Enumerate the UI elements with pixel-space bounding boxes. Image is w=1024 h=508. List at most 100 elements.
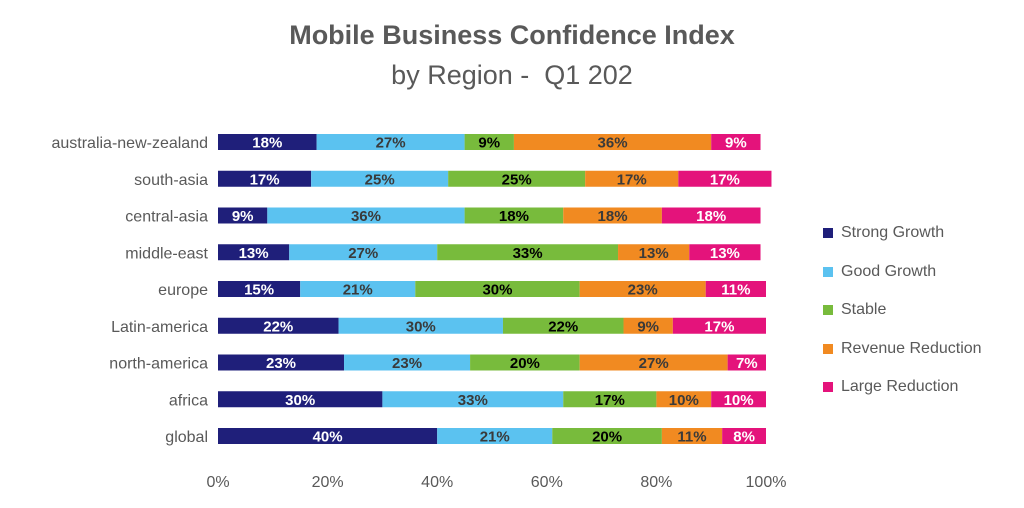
bar-segment xyxy=(579,354,728,371)
bar-segment xyxy=(563,391,657,408)
legend-item: Revenue Reduction xyxy=(823,330,982,369)
bar-segment xyxy=(218,134,317,150)
data-label: 25% xyxy=(365,171,395,188)
bar-segment xyxy=(470,354,580,371)
data-label: 22% xyxy=(548,318,578,335)
bar-segment xyxy=(705,281,766,297)
data-label: 20% xyxy=(510,355,540,372)
category-label: australia-new-zealand xyxy=(51,135,208,152)
chart-title: Mobile Business Confidence Index xyxy=(289,20,735,50)
legend-label: Strong Growth xyxy=(841,224,945,242)
data-label: 18% xyxy=(598,208,628,225)
data-label: 30% xyxy=(406,318,436,335)
bar-segment xyxy=(678,170,772,187)
data-label: 23% xyxy=(266,355,296,372)
bar-segment xyxy=(563,207,662,224)
data-label: 27% xyxy=(348,245,378,262)
bar-segment xyxy=(316,134,465,150)
data-label: 17% xyxy=(595,392,625,409)
category-label: africa xyxy=(169,392,208,409)
data-label: 21% xyxy=(343,282,373,299)
bar-segment xyxy=(448,170,586,187)
x-tick-label: 60% xyxy=(531,474,563,491)
data-label: 21% xyxy=(480,429,510,446)
bar-segment xyxy=(218,428,438,444)
data-label: 17% xyxy=(250,171,280,188)
bar-segment xyxy=(311,170,449,187)
bar-segment xyxy=(218,207,268,224)
bar-segment xyxy=(338,317,503,334)
category-label: south-asia xyxy=(134,172,208,189)
bar-segment xyxy=(711,134,761,150)
bar-segment xyxy=(300,281,416,297)
data-label: 25% xyxy=(502,171,532,188)
data-label: 36% xyxy=(598,135,628,152)
data-label: 22% xyxy=(263,318,293,335)
bar-segment xyxy=(382,391,564,408)
bar-segment xyxy=(552,428,662,444)
data-label: 11% xyxy=(677,429,706,446)
data-label: 11% xyxy=(721,282,750,299)
data-label: 17% xyxy=(710,171,740,188)
legend-swatch xyxy=(823,343,833,354)
chart-legend: Strong Growth Good Growth Stable Revenue Re… xyxy=(823,214,982,407)
data-label: 13% xyxy=(710,245,740,262)
legend-label: Good Growth xyxy=(841,262,937,280)
legend-swatch xyxy=(823,228,833,239)
bar-segment xyxy=(727,354,766,371)
category-label: europe xyxy=(158,282,208,299)
data-label: 10% xyxy=(669,392,699,409)
data-label: 13% xyxy=(239,245,269,262)
data-label: 18% xyxy=(499,208,529,225)
bar-segment xyxy=(218,391,383,408)
chart-subtitle: by Region - Q1 202 xyxy=(391,60,633,90)
data-label: 36% xyxy=(351,208,381,225)
data-label: 9% xyxy=(637,318,659,335)
data-label: 27% xyxy=(376,135,406,152)
bar-segment xyxy=(661,428,723,444)
data-label: 27% xyxy=(639,355,669,372)
bar-segment xyxy=(585,170,679,187)
bar-segment xyxy=(415,281,580,297)
x-tick-label: 40% xyxy=(421,474,453,491)
bar-segment xyxy=(464,134,514,150)
bar-segment xyxy=(618,244,690,261)
data-label: 30% xyxy=(482,282,512,299)
legend-swatch xyxy=(823,305,833,316)
legend-item: Stable xyxy=(823,291,982,330)
bar-segment xyxy=(464,207,564,224)
data-label: 33% xyxy=(458,392,488,409)
x-tick-label: 100% xyxy=(746,474,787,491)
legend-item: Strong Growth xyxy=(823,214,982,253)
data-label: 9% xyxy=(478,135,500,152)
bar-segment xyxy=(661,207,761,224)
data-label: 30% xyxy=(285,392,315,409)
bar-segment xyxy=(711,391,766,408)
data-label: 9% xyxy=(232,208,254,225)
data-label: 18% xyxy=(252,135,282,152)
x-tick-label: 20% xyxy=(312,474,344,491)
legend-item: Large Reduction xyxy=(823,368,982,407)
bar-segment xyxy=(656,391,712,408)
legend-item: Good Growth xyxy=(823,253,982,292)
bar-segment xyxy=(672,317,766,334)
bar-segment xyxy=(437,244,619,261)
data-label: 17% xyxy=(617,171,647,188)
bar-segment xyxy=(218,244,290,261)
data-label: 17% xyxy=(704,318,734,335)
legend-swatch xyxy=(823,382,833,393)
bar-segment xyxy=(344,354,471,371)
bar-segment xyxy=(289,244,438,261)
legend-label: Large Reduction xyxy=(841,378,959,396)
bar-segment xyxy=(502,317,624,334)
bar-segment xyxy=(218,281,301,297)
category-label: central-asia xyxy=(125,209,208,226)
category-label: middle-east xyxy=(125,245,208,262)
data-label: 40% xyxy=(313,429,343,446)
data-label: 20% xyxy=(592,429,622,446)
data-label: 18% xyxy=(696,208,726,225)
data-label: 8% xyxy=(733,429,755,446)
legend-label: Revenue Reduction xyxy=(841,339,982,357)
x-tick-label: 80% xyxy=(640,474,672,491)
